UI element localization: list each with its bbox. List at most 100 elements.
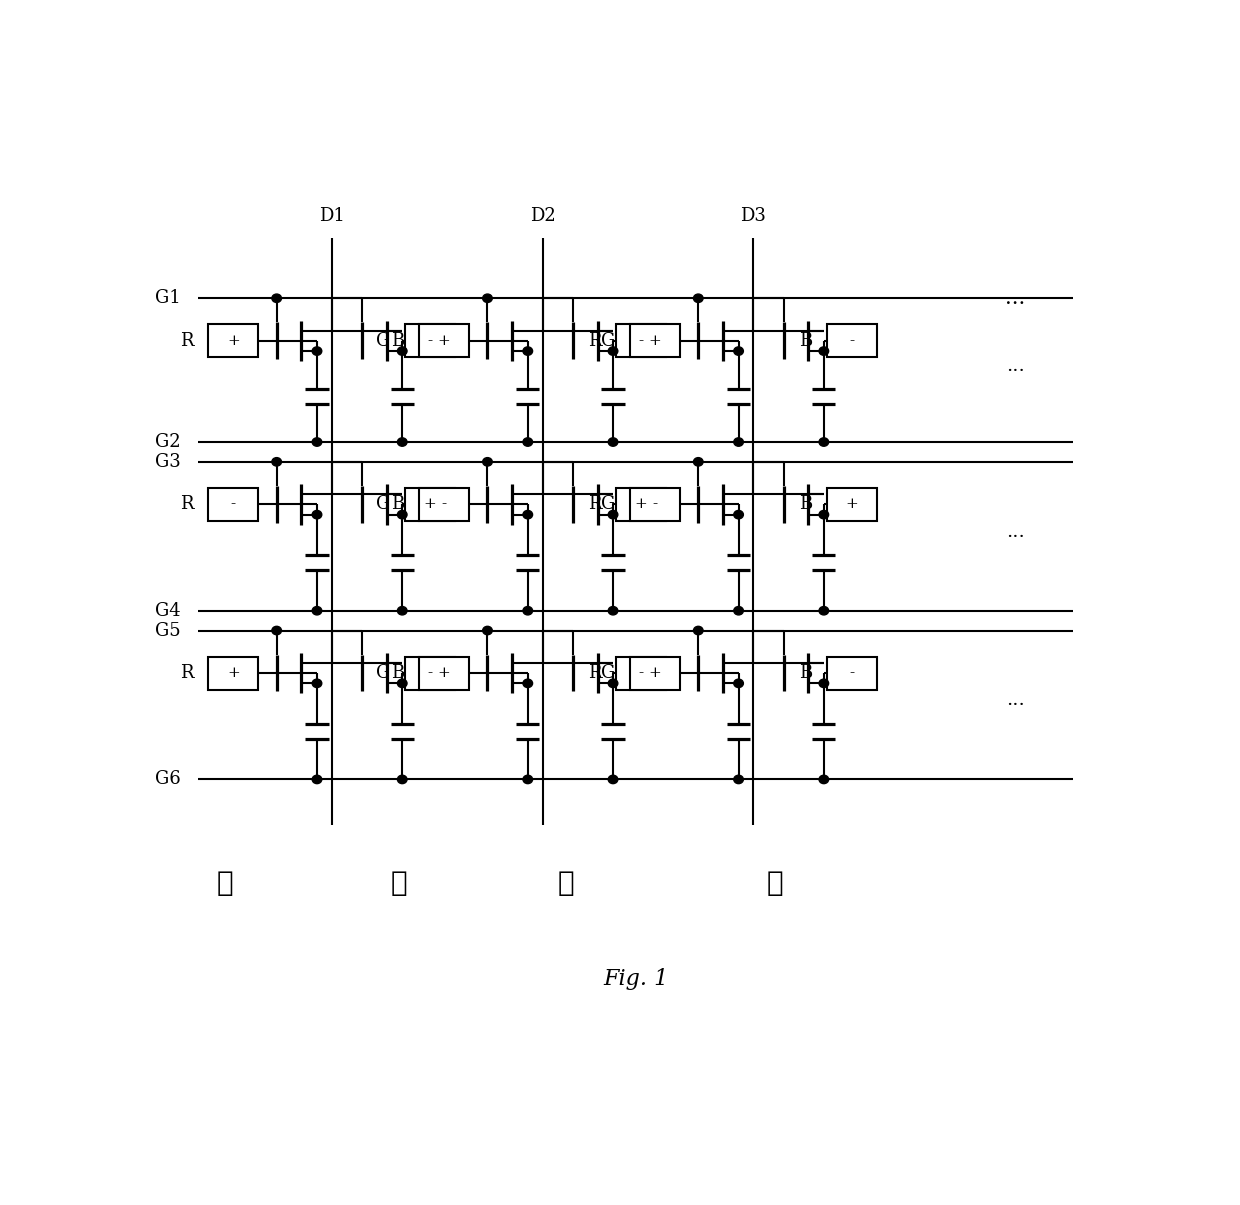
Circle shape <box>818 347 828 355</box>
Text: ⋮: ⋮ <box>217 870 233 897</box>
Text: G: G <box>376 331 391 349</box>
Circle shape <box>609 511 618 519</box>
Bar <box>827 488 877 521</box>
Bar <box>405 657 455 689</box>
Text: D1: D1 <box>319 207 345 225</box>
Circle shape <box>734 511 744 519</box>
Circle shape <box>523 680 532 688</box>
Text: ...: ... <box>1006 692 1024 710</box>
Text: +: + <box>846 498 858 511</box>
Circle shape <box>734 775 744 783</box>
Circle shape <box>734 437 744 446</box>
Circle shape <box>312 347 322 355</box>
Text: -: - <box>231 498 236 511</box>
Circle shape <box>818 680 828 688</box>
Text: G: G <box>601 495 615 513</box>
Circle shape <box>523 775 532 783</box>
Text: -: - <box>639 334 644 348</box>
Text: ⋮: ⋮ <box>391 870 408 897</box>
Circle shape <box>693 458 703 466</box>
Text: R: R <box>588 495 601 513</box>
Text: D2: D2 <box>529 207 556 225</box>
Circle shape <box>609 775 618 783</box>
Bar <box>419 657 469 689</box>
Bar <box>630 657 680 689</box>
Text: +: + <box>649 666 661 680</box>
Circle shape <box>734 606 744 615</box>
Circle shape <box>397 347 407 355</box>
Bar <box>208 657 258 689</box>
Text: ...: ... <box>1006 358 1024 376</box>
Circle shape <box>609 680 618 688</box>
Text: G: G <box>601 664 615 682</box>
Text: B: B <box>799 664 812 682</box>
Text: -: - <box>428 334 433 348</box>
Circle shape <box>397 775 407 783</box>
Bar <box>616 657 666 689</box>
Circle shape <box>397 437 407 446</box>
Circle shape <box>609 437 618 446</box>
Text: G: G <box>376 495 391 513</box>
Text: +: + <box>424 498 436 511</box>
Text: ...: ... <box>1006 289 1025 307</box>
Text: +: + <box>227 334 239 348</box>
Text: R: R <box>180 495 193 513</box>
Text: G: G <box>376 664 391 682</box>
Circle shape <box>818 437 828 446</box>
Circle shape <box>523 606 532 615</box>
Text: ⋮: ⋮ <box>766 870 784 897</box>
Circle shape <box>312 775 322 783</box>
Text: R: R <box>180 331 193 349</box>
Bar <box>630 488 680 521</box>
Circle shape <box>312 680 322 688</box>
Circle shape <box>609 347 618 355</box>
Text: R: R <box>180 664 193 682</box>
Text: B: B <box>392 495 404 513</box>
Bar <box>827 657 877 689</box>
Circle shape <box>609 606 618 615</box>
Circle shape <box>397 511 407 519</box>
Bar <box>616 488 666 521</box>
Text: -: - <box>652 498 657 511</box>
Text: Fig. 1: Fig. 1 <box>603 968 668 991</box>
Circle shape <box>482 458 492 466</box>
Bar <box>630 324 680 358</box>
Text: +: + <box>635 498 647 511</box>
Text: +: + <box>438 334 450 348</box>
Text: G3: G3 <box>155 453 180 471</box>
Text: G1: G1 <box>155 289 180 307</box>
Circle shape <box>818 775 828 783</box>
Text: B: B <box>799 331 812 349</box>
Text: G2: G2 <box>155 433 180 451</box>
Circle shape <box>312 606 322 615</box>
Circle shape <box>482 294 492 302</box>
Text: B: B <box>799 495 812 513</box>
Text: R: R <box>588 331 601 349</box>
Bar <box>405 488 455 521</box>
Circle shape <box>818 606 828 615</box>
Circle shape <box>397 606 407 615</box>
Bar <box>616 324 666 358</box>
Text: B: B <box>392 664 404 682</box>
Circle shape <box>312 437 322 446</box>
Text: -: - <box>428 666 433 680</box>
Text: R: R <box>588 664 601 682</box>
Text: ...: ... <box>1006 523 1024 541</box>
Bar <box>419 488 469 521</box>
Text: +: + <box>649 334 661 348</box>
Circle shape <box>693 294 703 302</box>
Circle shape <box>734 347 744 355</box>
Text: G6: G6 <box>155 770 180 788</box>
Text: -: - <box>639 666 644 680</box>
Circle shape <box>482 627 492 635</box>
Circle shape <box>272 458 281 466</box>
Circle shape <box>312 511 322 519</box>
Circle shape <box>272 627 281 635</box>
Text: G5: G5 <box>155 622 180 640</box>
Text: B: B <box>392 331 404 349</box>
Circle shape <box>693 627 703 635</box>
Bar <box>419 324 469 358</box>
Text: -: - <box>441 498 446 511</box>
Circle shape <box>523 437 532 446</box>
Circle shape <box>523 511 532 519</box>
